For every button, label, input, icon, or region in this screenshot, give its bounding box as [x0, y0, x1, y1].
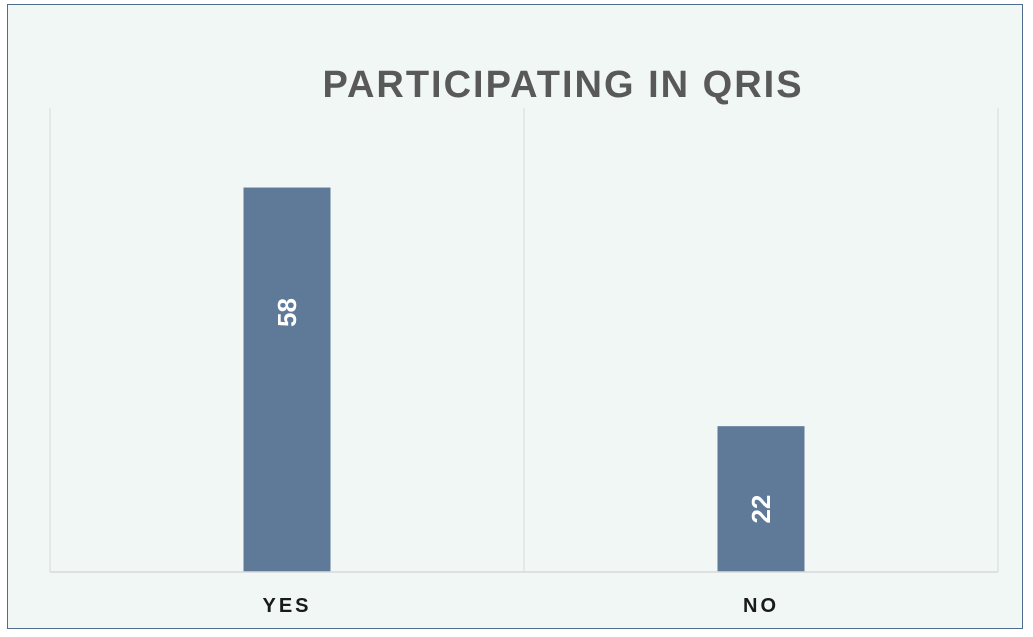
data-labels: 58 22: [272, 298, 776, 523]
x-axis: YES NO: [50, 571, 998, 617]
category-label-no: NO: [743, 595, 779, 617]
bar-no: [717, 426, 805, 572]
chart-title: PARTICIPATING IN QRIS: [322, 64, 803, 106]
bars: [243, 187, 805, 573]
category-label-yes: YES: [262, 595, 311, 617]
data-label-no: 22: [746, 495, 776, 524]
chart-frame: [7, 4, 1023, 629]
gridlines: [49, 108, 999, 572]
data-label-yes: 58: [272, 298, 302, 327]
bar-yes: [243, 187, 331, 573]
